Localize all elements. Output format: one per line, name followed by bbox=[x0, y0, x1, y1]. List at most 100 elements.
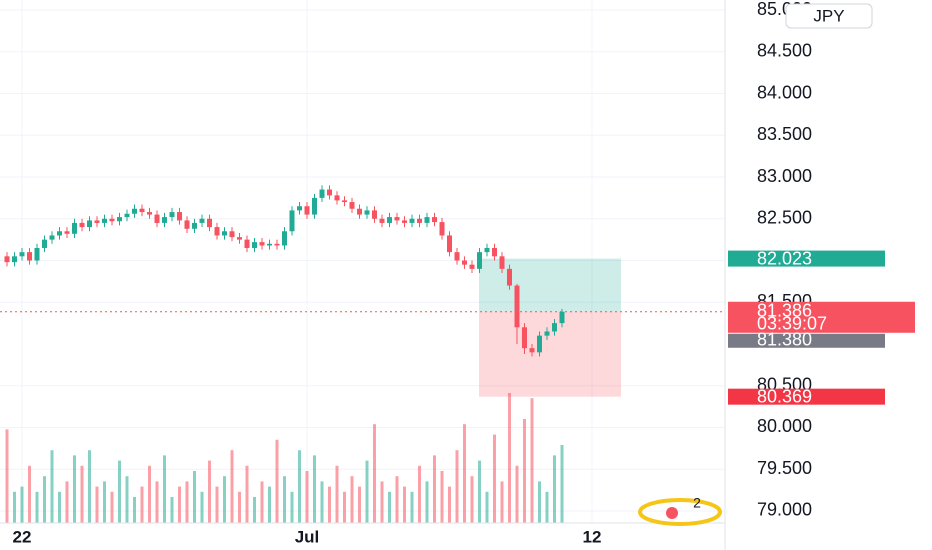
candle-body bbox=[117, 217, 122, 222]
volume-bar bbox=[148, 465, 151, 523]
candle-body bbox=[319, 189, 325, 198]
volume-bar bbox=[140, 486, 144, 523]
candle-body bbox=[222, 231, 227, 236]
candle-body bbox=[27, 252, 32, 261]
volume-bar bbox=[455, 450, 459, 523]
volume-bar bbox=[313, 455, 316, 523]
candle-body bbox=[387, 217, 392, 223]
candle-body bbox=[447, 235, 452, 253]
candle-body bbox=[349, 202, 355, 209]
volume-bar bbox=[35, 491, 39, 523]
bid-label-box bbox=[728, 333, 885, 348]
volume-bar bbox=[478, 460, 481, 523]
stop-label: 80.369 bbox=[757, 386, 812, 406]
volume-bar bbox=[463, 424, 466, 523]
volume-bar bbox=[208, 460, 211, 523]
candle-body bbox=[94, 220, 100, 223]
volume bbox=[5, 393, 564, 523]
x-tick-label: 12 bbox=[583, 527, 602, 546]
candle-body bbox=[132, 208, 137, 214]
volume-bar bbox=[358, 486, 361, 523]
candle-body bbox=[334, 195, 340, 201]
candle-body bbox=[34, 247, 40, 261]
candle-body bbox=[342, 200, 347, 203]
volume-bar bbox=[223, 476, 226, 523]
candle-body bbox=[267, 243, 272, 246]
target-label: 82.023 bbox=[757, 248, 812, 268]
candle-body bbox=[297, 206, 302, 211]
volume-bar bbox=[80, 465, 84, 523]
y-tick-label: 80.000 bbox=[757, 416, 812, 436]
volume-bar bbox=[268, 486, 271, 523]
candle-body bbox=[147, 212, 152, 215]
candle-body bbox=[312, 197, 317, 215]
candle-body bbox=[109, 218, 115, 222]
candle-body bbox=[357, 208, 362, 215]
candle-body bbox=[184, 220, 190, 229]
candle-body bbox=[454, 252, 460, 261]
volume-bar bbox=[290, 491, 294, 523]
candle-body bbox=[177, 212, 182, 221]
volume-bar bbox=[50, 450, 54, 523]
candle-body bbox=[12, 256, 17, 263]
candle-body bbox=[42, 239, 47, 248]
candle-body bbox=[529, 348, 535, 353]
volume-bar bbox=[418, 465, 421, 523]
candle-body bbox=[57, 231, 62, 236]
volume-bar bbox=[410, 491, 414, 523]
y-tick-label: 84.000 bbox=[757, 82, 812, 102]
candle-body bbox=[229, 231, 235, 238]
volume-bar bbox=[440, 471, 444, 523]
volume-bar bbox=[395, 476, 399, 523]
y-tick-label: 79.000 bbox=[757, 500, 812, 520]
volume-bar bbox=[238, 491, 241, 523]
volume-bar bbox=[185, 481, 189, 523]
candle-body bbox=[507, 268, 512, 286]
volume-bar bbox=[388, 491, 391, 523]
candle-body bbox=[514, 285, 520, 328]
volume-bar bbox=[215, 486, 219, 523]
volume-bar bbox=[485, 491, 489, 523]
volume-bar bbox=[118, 460, 121, 523]
candle-body bbox=[244, 239, 250, 248]
volume-bar bbox=[155, 481, 159, 523]
price-axis: 79.00079.50080.00080.50081.50082.00082.5… bbox=[728, 0, 915, 520]
candle-body bbox=[552, 323, 557, 332]
volume-bar bbox=[470, 476, 474, 523]
candle-body bbox=[87, 220, 92, 228]
candle-body bbox=[19, 252, 25, 257]
candle-body bbox=[492, 247, 497, 257]
volume-bar bbox=[95, 486, 99, 523]
volume-bar bbox=[170, 497, 174, 523]
last-price-label: 81.386 bbox=[757, 301, 812, 321]
candle-body bbox=[537, 335, 542, 353]
candle-body bbox=[304, 206, 310, 215]
target-label-box bbox=[728, 250, 885, 267]
candle-body bbox=[102, 218, 107, 223]
volume-bar bbox=[73, 455, 76, 523]
volume-bar bbox=[335, 465, 339, 523]
volume-bar bbox=[433, 455, 436, 523]
candle-body bbox=[364, 210, 370, 215]
volume-bar bbox=[58, 491, 61, 523]
volume-bar bbox=[88, 450, 91, 523]
candle-body bbox=[282, 231, 287, 246]
volume-bar bbox=[260, 481, 264, 523]
volume-bar bbox=[350, 476, 354, 523]
volume-bar bbox=[28, 465, 31, 523]
candle-body bbox=[259, 242, 265, 246]
candle-body bbox=[402, 220, 407, 223]
candle-body bbox=[484, 247, 490, 253]
candle-body bbox=[252, 242, 257, 248]
y-tick-label: 79.500 bbox=[757, 458, 812, 478]
volume-bar bbox=[500, 481, 504, 523]
currency[interactable]: JPY bbox=[813, 6, 844, 25]
volume-bar bbox=[328, 486, 331, 523]
candle-body bbox=[207, 218, 212, 228]
candle-body bbox=[379, 218, 385, 223]
y-tick-label: 83.500 bbox=[757, 124, 812, 144]
currency-badge[interactable] bbox=[785, 3, 873, 29]
candle-body bbox=[544, 331, 550, 336]
candle-body bbox=[64, 231, 70, 234]
volume-bar bbox=[125, 476, 129, 523]
